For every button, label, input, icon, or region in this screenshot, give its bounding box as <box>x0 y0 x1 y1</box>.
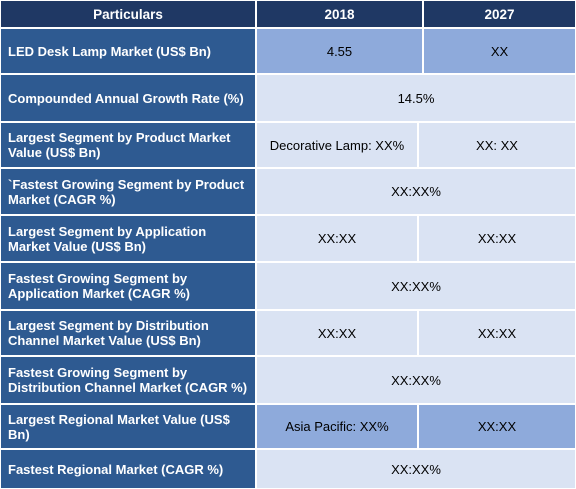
header-year-2027: 2027 <box>424 1 575 27</box>
row-label-fastest-distribution-segment: Fastest Growing Segment by Distribution … <box>1 357 255 403</box>
row-label-fastest-product-segment: `Fastest Growing Segment by Product Mark… <box>1 169 255 214</box>
cell-cagr-value: 14.5% <box>257 75 575 121</box>
row-label-largest-application-segment: Largest Segment by Application Market Va… <box>1 216 255 261</box>
cell-fastest-product-segment-value: XX:XX% <box>257 169 575 214</box>
cell-largest-application-segment-2018: XX:XX <box>257 216 417 261</box>
row-label-fastest-application-segment: Fastest Growing Segment by Application M… <box>1 263 255 309</box>
cell-largest-distribution-segment-2018: XX:XX <box>257 311 417 355</box>
row-label-largest-regional-market: Largest Regional Market Value (US$ Bn) <box>1 405 255 448</box>
row-label-largest-product-segment: Largest Segment by Product Market Value … <box>1 123 255 167</box>
cell-fastest-application-segment-value: XX:XX% <box>257 263 575 309</box>
cell-led-desk-lamp-market-2027: XX <box>424 29 575 73</box>
cell-largest-regional-market-2027: XX:XX <box>419 405 575 448</box>
cell-largest-product-segment-2018: Decorative Lamp: XX% <box>257 123 417 167</box>
cell-largest-regional-market-2018: Asia Pacific: XX% <box>257 405 417 448</box>
row-label-largest-distribution-segment: Largest Segment by Distribution Channel … <box>1 311 255 355</box>
row-label-fastest-regional-market: Fastest Regional Market (CAGR %) <box>1 450 255 488</box>
cell-fastest-distribution-segment-value: XX:XX% <box>257 357 575 403</box>
row-label-cagr: Compounded Annual Growth Rate (%) <box>1 75 255 121</box>
cell-led-desk-lamp-market-2018: 4.55 <box>257 29 422 73</box>
cell-fastest-regional-market-value: XX:XX% <box>257 450 575 488</box>
cell-largest-product-segment-2027: XX: XX <box>419 123 575 167</box>
cell-largest-distribution-segment-2027: XX:XX <box>419 311 575 355</box>
header-particulars: Particulars <box>1 1 255 27</box>
row-label-led-desk-lamp-market: LED Desk Lamp Market (US$ Bn) <box>1 29 255 73</box>
header-year-2018: 2018 <box>257 1 422 27</box>
cell-largest-application-segment-2027: XX:XX <box>419 216 575 261</box>
